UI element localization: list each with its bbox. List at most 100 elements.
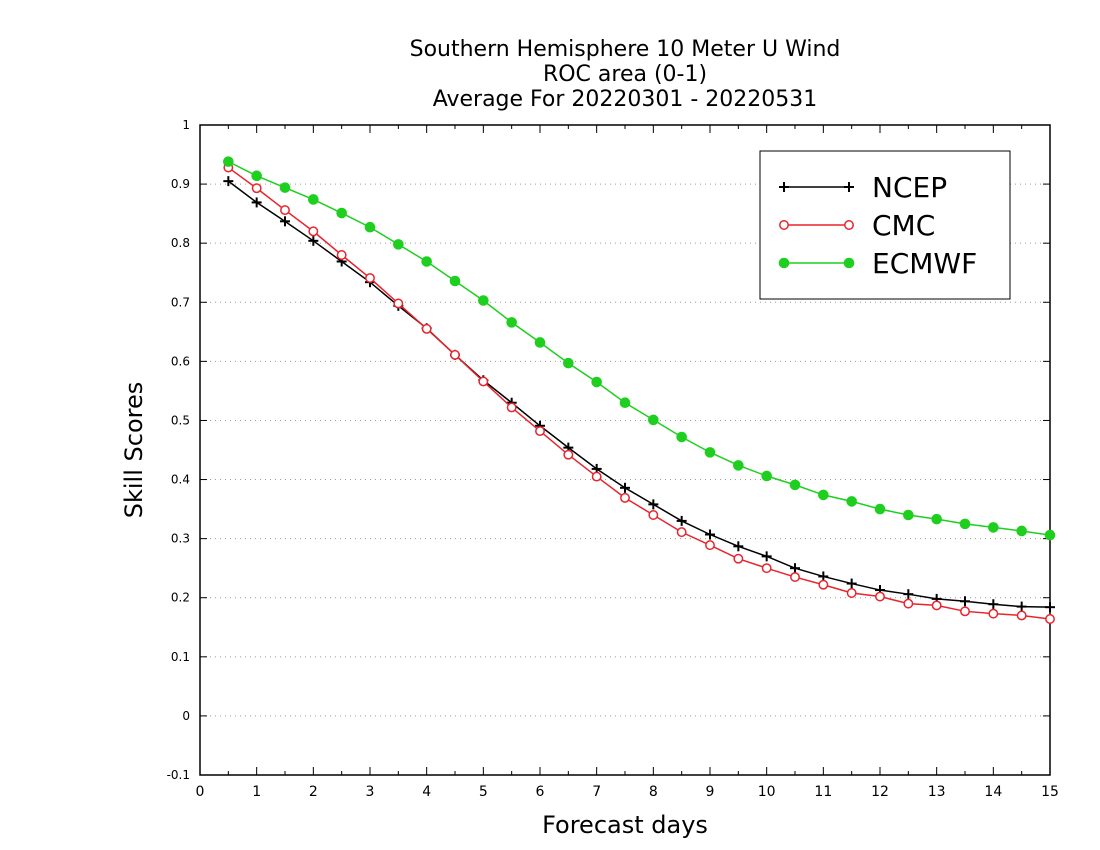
x-tick-label: 14 — [984, 784, 1002, 800]
data-point — [450, 349, 460, 360]
data-point — [960, 606, 970, 617]
y-tick-label: 0.4 — [171, 473, 190, 487]
data-point — [761, 551, 772, 562]
legend-entry: CMC — [779, 209, 935, 242]
x-tick-label: 8 — [649, 784, 658, 800]
data-point — [843, 257, 855, 269]
data-point — [1044, 529, 1056, 541]
legend-entry: ECMWF — [778, 247, 977, 280]
data-point — [704, 447, 716, 458]
data-point — [931, 600, 942, 611]
y-tick-label: 0.7 — [171, 295, 190, 309]
x-tick-label: 15 — [1041, 784, 1059, 800]
data-point — [478, 376, 489, 387]
data-point — [676, 515, 687, 526]
data-point — [534, 337, 546, 348]
data-point — [251, 183, 262, 194]
data-point — [761, 563, 772, 574]
x-tick-label: 12 — [871, 784, 889, 800]
chart-title-line-1: Southern Hemisphere 10 Meter U Wind — [409, 37, 841, 62]
data-point — [223, 156, 234, 167]
data-point — [280, 205, 290, 216]
data-point — [648, 499, 659, 510]
data-point — [790, 572, 800, 582]
chart-title-line-2: ROC area (0-1) — [542, 62, 708, 87]
chart-title-line-3: Average For 20220301 - 20220531 — [432, 87, 818, 112]
data-point — [648, 414, 659, 426]
data-point — [280, 216, 290, 227]
x-tick-label: 0 — [196, 784, 205, 800]
data-point — [1045, 602, 1055, 613]
data-point — [779, 220, 789, 230]
y-tick-label: 0.6 — [171, 354, 190, 368]
data-point — [535, 426, 545, 437]
y-tick-label: 0 — [182, 709, 190, 723]
x-axis-label: Forecast days — [542, 811, 708, 839]
x-tick-label: 6 — [536, 784, 545, 800]
axes: -0.100.10.20.30.40.50.60.70.80.910 1 2 3 4 5 6… — [167, 118, 1059, 800]
data-point — [365, 273, 375, 283]
data-point — [478, 295, 489, 306]
data-point — [778, 257, 790, 269]
data-point — [591, 471, 602, 482]
y-tick-label: 0.8 — [171, 236, 190, 250]
data-point — [393, 239, 404, 250]
data-point — [844, 182, 854, 192]
data-point — [846, 496, 857, 507]
data-point — [563, 357, 574, 369]
data-point — [903, 589, 914, 600]
data-point — [903, 598, 914, 609]
series-cmc — [223, 162, 1055, 624]
y-tick-label: 0.1 — [171, 650, 190, 664]
x-tick-label: 11 — [814, 784, 832, 800]
data-point — [733, 541, 744, 552]
data-point — [619, 397, 631, 409]
data-point — [931, 513, 942, 525]
data-point — [960, 596, 970, 607]
data-point — [506, 317, 517, 328]
data-point — [789, 479, 801, 491]
data-point — [1016, 601, 1027, 612]
data-point — [449, 275, 461, 287]
data-point — [988, 522, 999, 533]
data-point — [563, 449, 574, 460]
data-point — [421, 323, 432, 334]
x-tick-label: 4 — [422, 784, 431, 800]
data-point — [988, 599, 999, 610]
data-point — [705, 529, 715, 540]
data-point — [676, 431, 687, 443]
data-point — [336, 207, 347, 219]
data-point — [959, 518, 971, 530]
data-point — [364, 221, 376, 233]
series-layer — [223, 156, 1056, 624]
data-point — [705, 540, 715, 551]
y-tick-label: 0.9 — [171, 177, 190, 191]
data-point — [846, 578, 857, 589]
legend-label: NCEP — [872, 171, 947, 204]
data-point — [818, 489, 829, 501]
data-point — [223, 176, 234, 187]
x-tick-label: 3 — [366, 784, 375, 800]
data-point — [846, 588, 857, 598]
data-point — [336, 250, 347, 260]
series-ecmwf — [223, 156, 1056, 541]
data-point — [903, 509, 914, 521]
data-point — [988, 608, 999, 619]
data-point — [308, 194, 319, 205]
x-tick-label: 1 — [252, 784, 261, 800]
data-point — [308, 235, 319, 246]
y-tick-label: 0.5 — [171, 413, 190, 427]
data-point — [790, 563, 800, 574]
y-tick-label: -0.1 — [167, 768, 190, 782]
legend-label: ECMWF — [872, 247, 977, 280]
x-tick-label: 7 — [592, 784, 601, 800]
data-point — [676, 527, 687, 538]
grid-lines — [200, 183, 1050, 717]
data-point — [506, 402, 517, 413]
data-point — [620, 492, 630, 503]
data-point — [648, 510, 659, 520]
data-point — [421, 256, 432, 267]
data-point — [733, 460, 744, 471]
legend-label: CMC — [872, 209, 935, 242]
